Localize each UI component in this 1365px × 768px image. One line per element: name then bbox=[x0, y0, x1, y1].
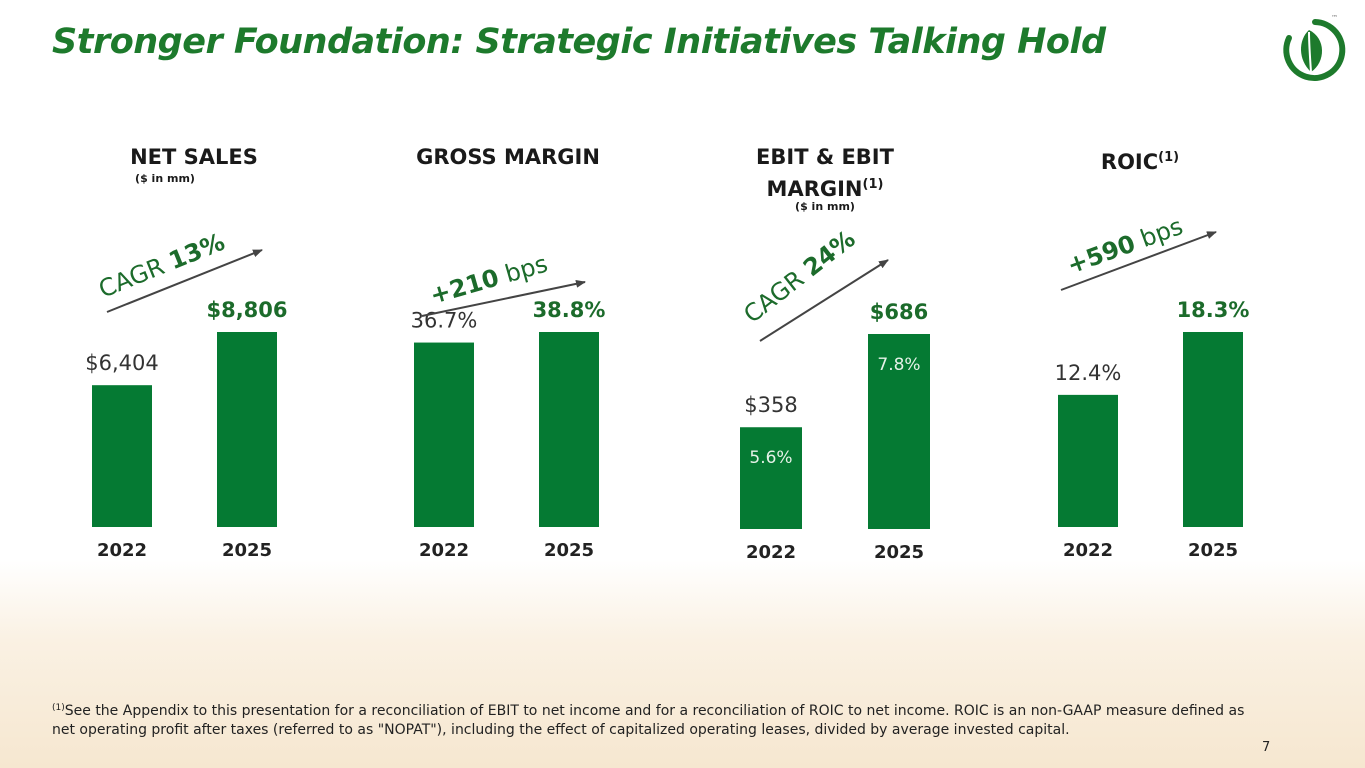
annotation-part: CAGR bbox=[95, 249, 176, 303]
data-label: 18.3% bbox=[1177, 298, 1250, 322]
data-label: $686 bbox=[870, 300, 928, 324]
trademark-mark: ™ bbox=[1331, 14, 1338, 22]
data-label: $358 bbox=[744, 393, 797, 417]
x-tick-label: 2022 bbox=[1063, 540, 1113, 561]
bar-2022 bbox=[92, 385, 152, 527]
x-tick-label: 2025 bbox=[544, 540, 594, 561]
roic-header: ROIC(1) bbox=[1100, 150, 1180, 174]
trend-arrow bbox=[421, 279, 586, 317]
bar-2022 bbox=[414, 342, 474, 527]
bar-2025 bbox=[868, 334, 930, 529]
x-tick-label: 2022 bbox=[419, 540, 469, 561]
growth-annotation: CAGR 13% bbox=[95, 228, 229, 304]
x-tick-label: 2022 bbox=[97, 540, 147, 561]
data-label: 38.8% bbox=[533, 298, 606, 322]
bar-2022 bbox=[1058, 394, 1118, 527]
page-number: 7 bbox=[1262, 740, 1271, 755]
data-label: 12.4% bbox=[1055, 361, 1122, 385]
x-tick-label: 2022 bbox=[746, 542, 796, 563]
trend-arrow bbox=[106, 249, 263, 313]
bar-2022 bbox=[740, 427, 802, 529]
growth-annotation: +590 bps bbox=[1063, 212, 1186, 280]
trend-arrow bbox=[1060, 231, 1217, 291]
bar-charts: $6,404 2022 $8,806 2025 CAGR 13% 36.7% 2022 38.… bbox=[85, 212, 1250, 563]
footnote: (1)See the Appendix to this presentation… bbox=[52, 703, 1245, 738]
annotation-part: bps bbox=[1129, 212, 1186, 256]
annotation-part: bps bbox=[494, 250, 550, 291]
x-tick-label: 2025 bbox=[1188, 540, 1238, 561]
annotation-part: CAGR bbox=[738, 260, 815, 329]
net-sales-unit: ($ in mm) bbox=[135, 172, 195, 185]
margin-label: 7.8% bbox=[877, 355, 920, 375]
annotation-part: +590 bbox=[1063, 229, 1139, 279]
margin-label: 5.6% bbox=[749, 448, 792, 468]
page-title: Stronger Foundation: Strategic Initiativ… bbox=[52, 22, 1106, 62]
annotation-part: +210 bbox=[427, 263, 502, 309]
ebit-unit: ($ in mm) bbox=[795, 200, 855, 213]
net-sales-header: NET SALES bbox=[130, 145, 258, 169]
bar-2025 bbox=[539, 332, 599, 527]
trend-arrow bbox=[759, 259, 889, 342]
ebit-header: EBIT & EBIT MARGIN(1) bbox=[756, 145, 894, 201]
data-label: $8,806 bbox=[206, 298, 287, 322]
growth-annotation: CAGR 24% bbox=[738, 225, 860, 329]
data-label: 36.7% bbox=[411, 309, 478, 333]
leaf-logo-icon bbox=[1283, 19, 1346, 81]
bar-2025 bbox=[217, 332, 277, 527]
bar-2025 bbox=[1183, 332, 1243, 527]
x-tick-label: 2025 bbox=[874, 542, 924, 563]
x-tick-label: 2025 bbox=[222, 540, 272, 561]
data-label: $6,404 bbox=[85, 351, 158, 375]
annotation-part: 24% bbox=[798, 225, 861, 282]
gross-margin-header: GROSS MARGIN bbox=[416, 145, 600, 169]
